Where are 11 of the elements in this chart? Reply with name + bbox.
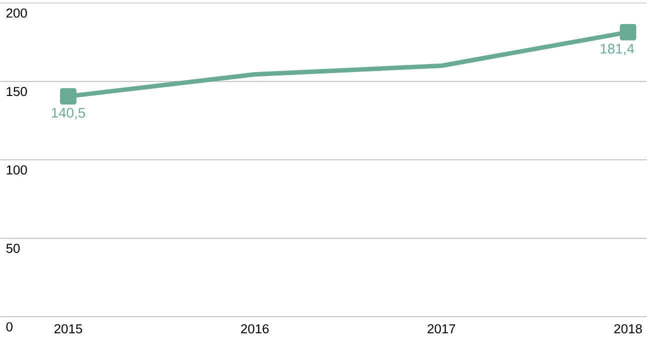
y-tick-label: 200	[6, 8, 27, 18]
data-label: 140,5	[52, 108, 86, 120]
y-tick-label: 0	[6, 322, 13, 332]
data-label: 181,4	[600, 44, 634, 56]
x-tick-label: 2015	[54, 324, 82, 334]
y-tick-label: 50	[6, 244, 20, 254]
y-tick-label: 100	[6, 166, 27, 175]
x-tick-label: 2018	[614, 324, 642, 334]
y-tick-label: 150	[6, 87, 27, 96]
x-tick-label: 2016	[241, 324, 269, 334]
x-tick-label: 2017	[428, 324, 456, 334]
